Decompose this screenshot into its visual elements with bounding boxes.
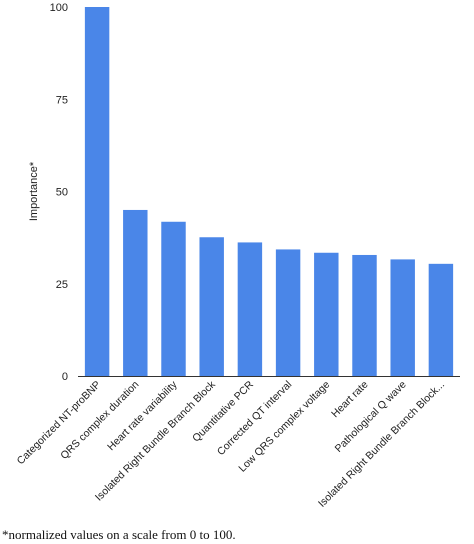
bar-chart: 0 25 50 75 100 Importance* Categorized NT-pr… — [15, 2, 460, 510]
bar — [390, 259, 415, 376]
bar — [352, 254, 377, 376]
y-tick-label: 25 — [56, 279, 68, 291]
category-label: Pathological Q wave — [333, 379, 409, 455]
category-label: Corrected QT interval — [215, 379, 294, 458]
bar — [428, 263, 454, 376]
y-tick-label: 100 — [50, 2, 68, 14]
bar — [84, 7, 110, 376]
bar — [275, 249, 301, 376]
footnote: *normalized values on a scale from 0 to … — [2, 527, 236, 542]
y-axis-title: Importance* — [28, 161, 40, 221]
bar — [123, 209, 148, 376]
y-tick-label: 75 — [56, 94, 68, 106]
bar — [314, 252, 339, 376]
y-tick-label: 0 — [62, 371, 68, 383]
bar — [237, 242, 263, 376]
bar — [161, 221, 186, 376]
y-axis-ticks: 0 25 50 75 100 — [50, 2, 68, 383]
category-label: Heart rate variability — [105, 378, 180, 453]
bar — [199, 237, 224, 376]
bars — [84, 7, 454, 376]
y-tick-label: 50 — [56, 187, 68, 199]
